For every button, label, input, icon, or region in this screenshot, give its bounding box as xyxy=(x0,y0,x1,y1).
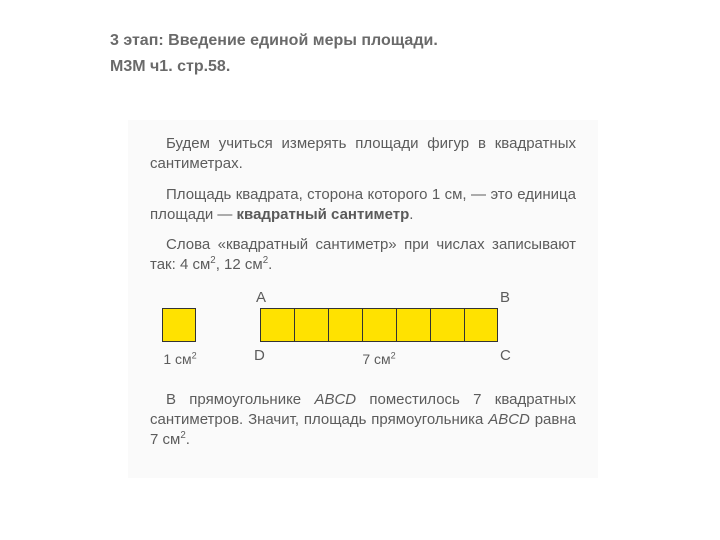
para-4-a: В прямоугольнике xyxy=(166,391,314,408)
unit-square xyxy=(162,308,196,342)
rectangle-label: 7 см2 xyxy=(260,350,498,369)
stage-heading: 3 этап: Введение единой меры площади. xyxy=(110,28,438,54)
rect-cell xyxy=(294,308,328,342)
unit-label-sup: 2 xyxy=(192,350,197,360)
corner-C: C xyxy=(500,346,511,366)
rectangle-figure: A B C D 7 см2 xyxy=(260,308,498,342)
rect-cell xyxy=(328,308,362,342)
rect-cell xyxy=(362,308,396,342)
para-3-mid: , 12 см xyxy=(216,256,263,273)
rect-cell xyxy=(464,308,498,342)
textbook-excerpt: Будем учиться измерять площади фигур в к… xyxy=(128,120,598,478)
corner-B: B xyxy=(500,288,510,308)
rect-label-a: 7 см xyxy=(362,351,390,367)
unit-square-label: 1 см2 xyxy=(152,350,208,369)
para-4-end: . xyxy=(186,431,190,448)
para-2-text-b: . xyxy=(409,206,413,223)
rect-cell xyxy=(396,308,430,342)
para-4: В прямоугольнике ABCD поместилось 7 квад… xyxy=(150,390,576,451)
para-3-end: . xyxy=(268,256,272,273)
para-4-i2: ABCD xyxy=(488,411,530,428)
para-4-i1: ABCD xyxy=(314,391,356,408)
rect-cell xyxy=(260,308,294,342)
rect-cell xyxy=(430,308,464,342)
corner-A: A xyxy=(256,288,266,308)
unit-label-a: 1 см xyxy=(163,351,191,367)
rect-label-sup: 2 xyxy=(391,350,396,360)
rectangle-row xyxy=(260,308,498,342)
para-2-bold: квадратный сантиметр xyxy=(237,206,410,223)
figure: 1 см2 A B C D 7 см2 xyxy=(150,286,576,376)
para-2: Площадь квадрата, сторона которого 1 см,… xyxy=(150,185,576,226)
para-3: Слова «квадратный сантиметр» при числах … xyxy=(150,235,576,276)
page: 3 этап: Введение единой меры площади. М3… xyxy=(0,0,720,540)
source-ref: М3М ч1. стр.58. xyxy=(110,58,230,76)
para-1: Будем учиться измерять площади фигур в к… xyxy=(150,134,576,175)
